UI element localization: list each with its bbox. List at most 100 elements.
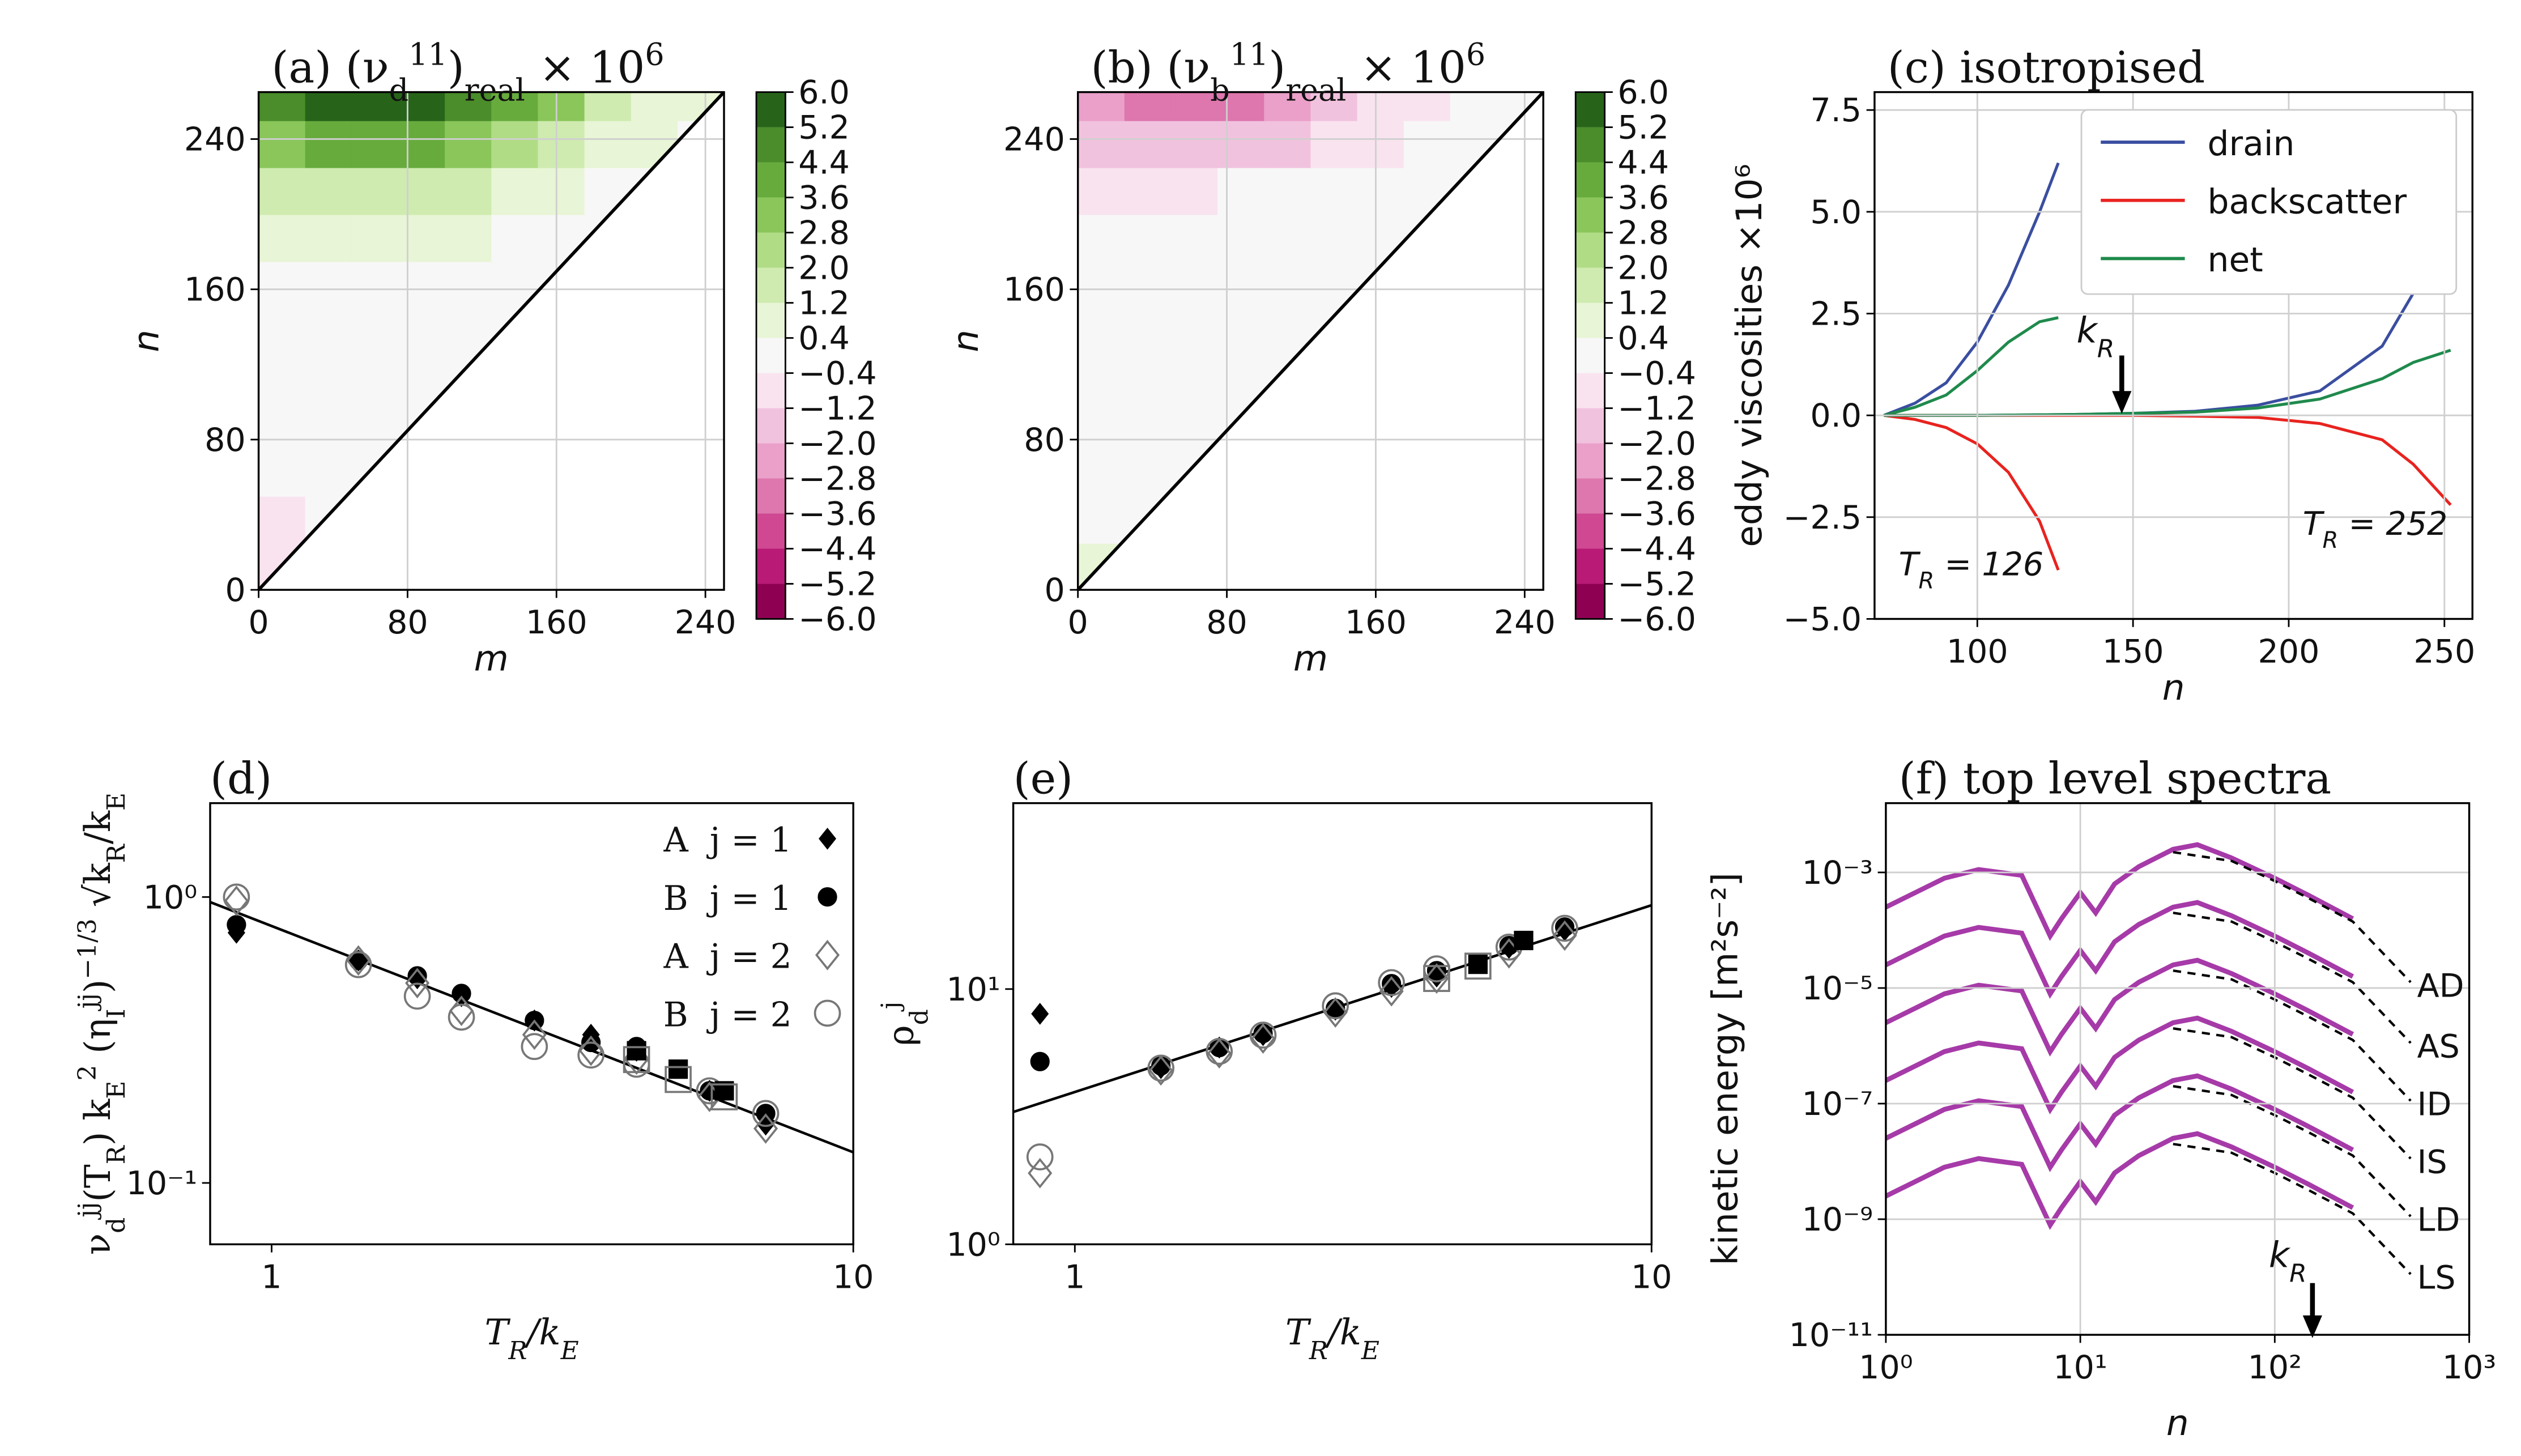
contour-cell [1078,120,1126,168]
contour-cell [1403,496,1451,544]
colorbar-band [756,584,786,619]
contour-cell [1450,214,1498,262]
y-tick-label: 10⁰ [143,879,197,916]
text-part: d [905,1009,934,1025]
y-tick-label: −2.5 [1783,499,1862,537]
colorbar-label: −2.8 [798,460,876,497]
y-tick-label: 10⁰ [946,1226,1000,1263]
point [1207,1038,1232,1069]
colorbar-band [756,338,786,373]
y-tick-label: 160 [184,271,246,309]
contour-cell [677,402,725,450]
point [448,1003,475,1031]
text-part: T [2303,505,2325,543]
point [1250,1023,1276,1054]
colorbar-band [1575,584,1605,619]
colorbar-label: −3.6 [798,495,876,533]
contour-cell [1497,496,1544,544]
contour-cell [305,402,353,450]
contour-cell [1264,496,1311,544]
y-axis-label: νdjj(TR) kE2 (ηIjj)−1/3 √kR/kE [73,793,131,1255]
x-tick-label: 100 [1947,633,2008,670]
contour-cell [351,308,399,356]
colorbar-label: 4.4 [1617,144,1669,182]
contour-cell [1078,496,1126,544]
contour-cell [351,167,399,215]
contour-cell [584,402,632,450]
point [1464,952,1492,980]
contour-cell [1264,543,1311,590]
contour-cell [445,402,492,450]
point [344,951,372,978]
contour-cell [631,402,679,450]
x-tick-label: 10 [833,1258,874,1296]
text-part: d [102,1217,131,1233]
contour-cell [445,120,492,168]
contour-cell [1264,120,1311,168]
colorbar-band [756,303,786,338]
contour-cell [584,92,632,121]
x-axis-label: TR/kE [484,1312,578,1365]
y-tick-label: 5.0 [1810,194,1862,231]
contour-cell [631,214,679,262]
text-part: jj [73,1202,102,1220]
contour-cell [1403,120,1451,168]
text-part: k [77,862,118,884]
y-tick-label: 7.5 [1810,92,1862,129]
contour-cell [398,449,446,497]
contour-cell [491,449,539,497]
text-part: E [102,793,131,811]
contour-cell [1310,402,1358,450]
contour-cell [631,496,679,544]
contour-cell [1170,261,1219,309]
legend-label: drain [2207,124,2294,164]
contour-cell [1403,214,1451,262]
contour-cell [305,355,353,403]
curve-label: ID [2417,1086,2452,1123]
point [752,1100,780,1127]
text-part: I [102,1008,131,1018]
colorbar-label: −1.2 [1617,390,1696,427]
contour-cell [1170,92,1219,121]
contour-cell [351,261,399,309]
y-tick-label: 10⁻⁷ [1802,1085,1873,1123]
series-line [1885,1131,2354,1231]
colorbar-label: 6.0 [798,74,850,112]
contour-cell [351,120,399,168]
contour-cell [258,120,306,168]
contour-cell [1450,496,1498,544]
contour-cell [1124,261,1172,309]
contour-cell [258,355,306,403]
colorbar-label: −5.2 [1617,565,1696,603]
contour-cell [258,261,306,309]
contour-cell [491,543,539,590]
legend-label: A j = 1 [663,820,792,860]
contour-cell [1497,449,1544,497]
point [1326,998,1345,1019]
x-tick-label: 240 [1494,604,1556,641]
contour-cell [1357,543,1405,590]
contour-cell [631,543,679,590]
contour-cell [258,92,306,121]
colorbar-band [756,548,786,584]
x-tick-label: 0 [248,604,269,641]
text-part: 2 [73,1065,102,1081]
colorbar-label: −0.4 [798,355,876,392]
contour-cell [491,167,539,215]
contour-cell [1124,120,1172,168]
series-line [1885,957,2354,1057]
series-line [2173,851,2412,984]
colorbar-label: 0.4 [798,320,850,357]
y-tick-label: 10⁻⁵ [1802,970,1873,1007]
colorbar-label: −4.4 [798,530,876,568]
y-tick-label: 0 [225,572,245,609]
contour-cell [1078,261,1126,309]
chart-title: (c) isotropised [1888,42,2205,93]
point [1379,976,1404,1007]
text-part: R [1309,1336,1328,1365]
y-tick-label: 0 [1045,572,1065,609]
colorbar-band [1575,338,1605,373]
contour-cell [1403,261,1451,309]
colorbar-band [756,443,786,479]
contour-cell [677,543,725,590]
